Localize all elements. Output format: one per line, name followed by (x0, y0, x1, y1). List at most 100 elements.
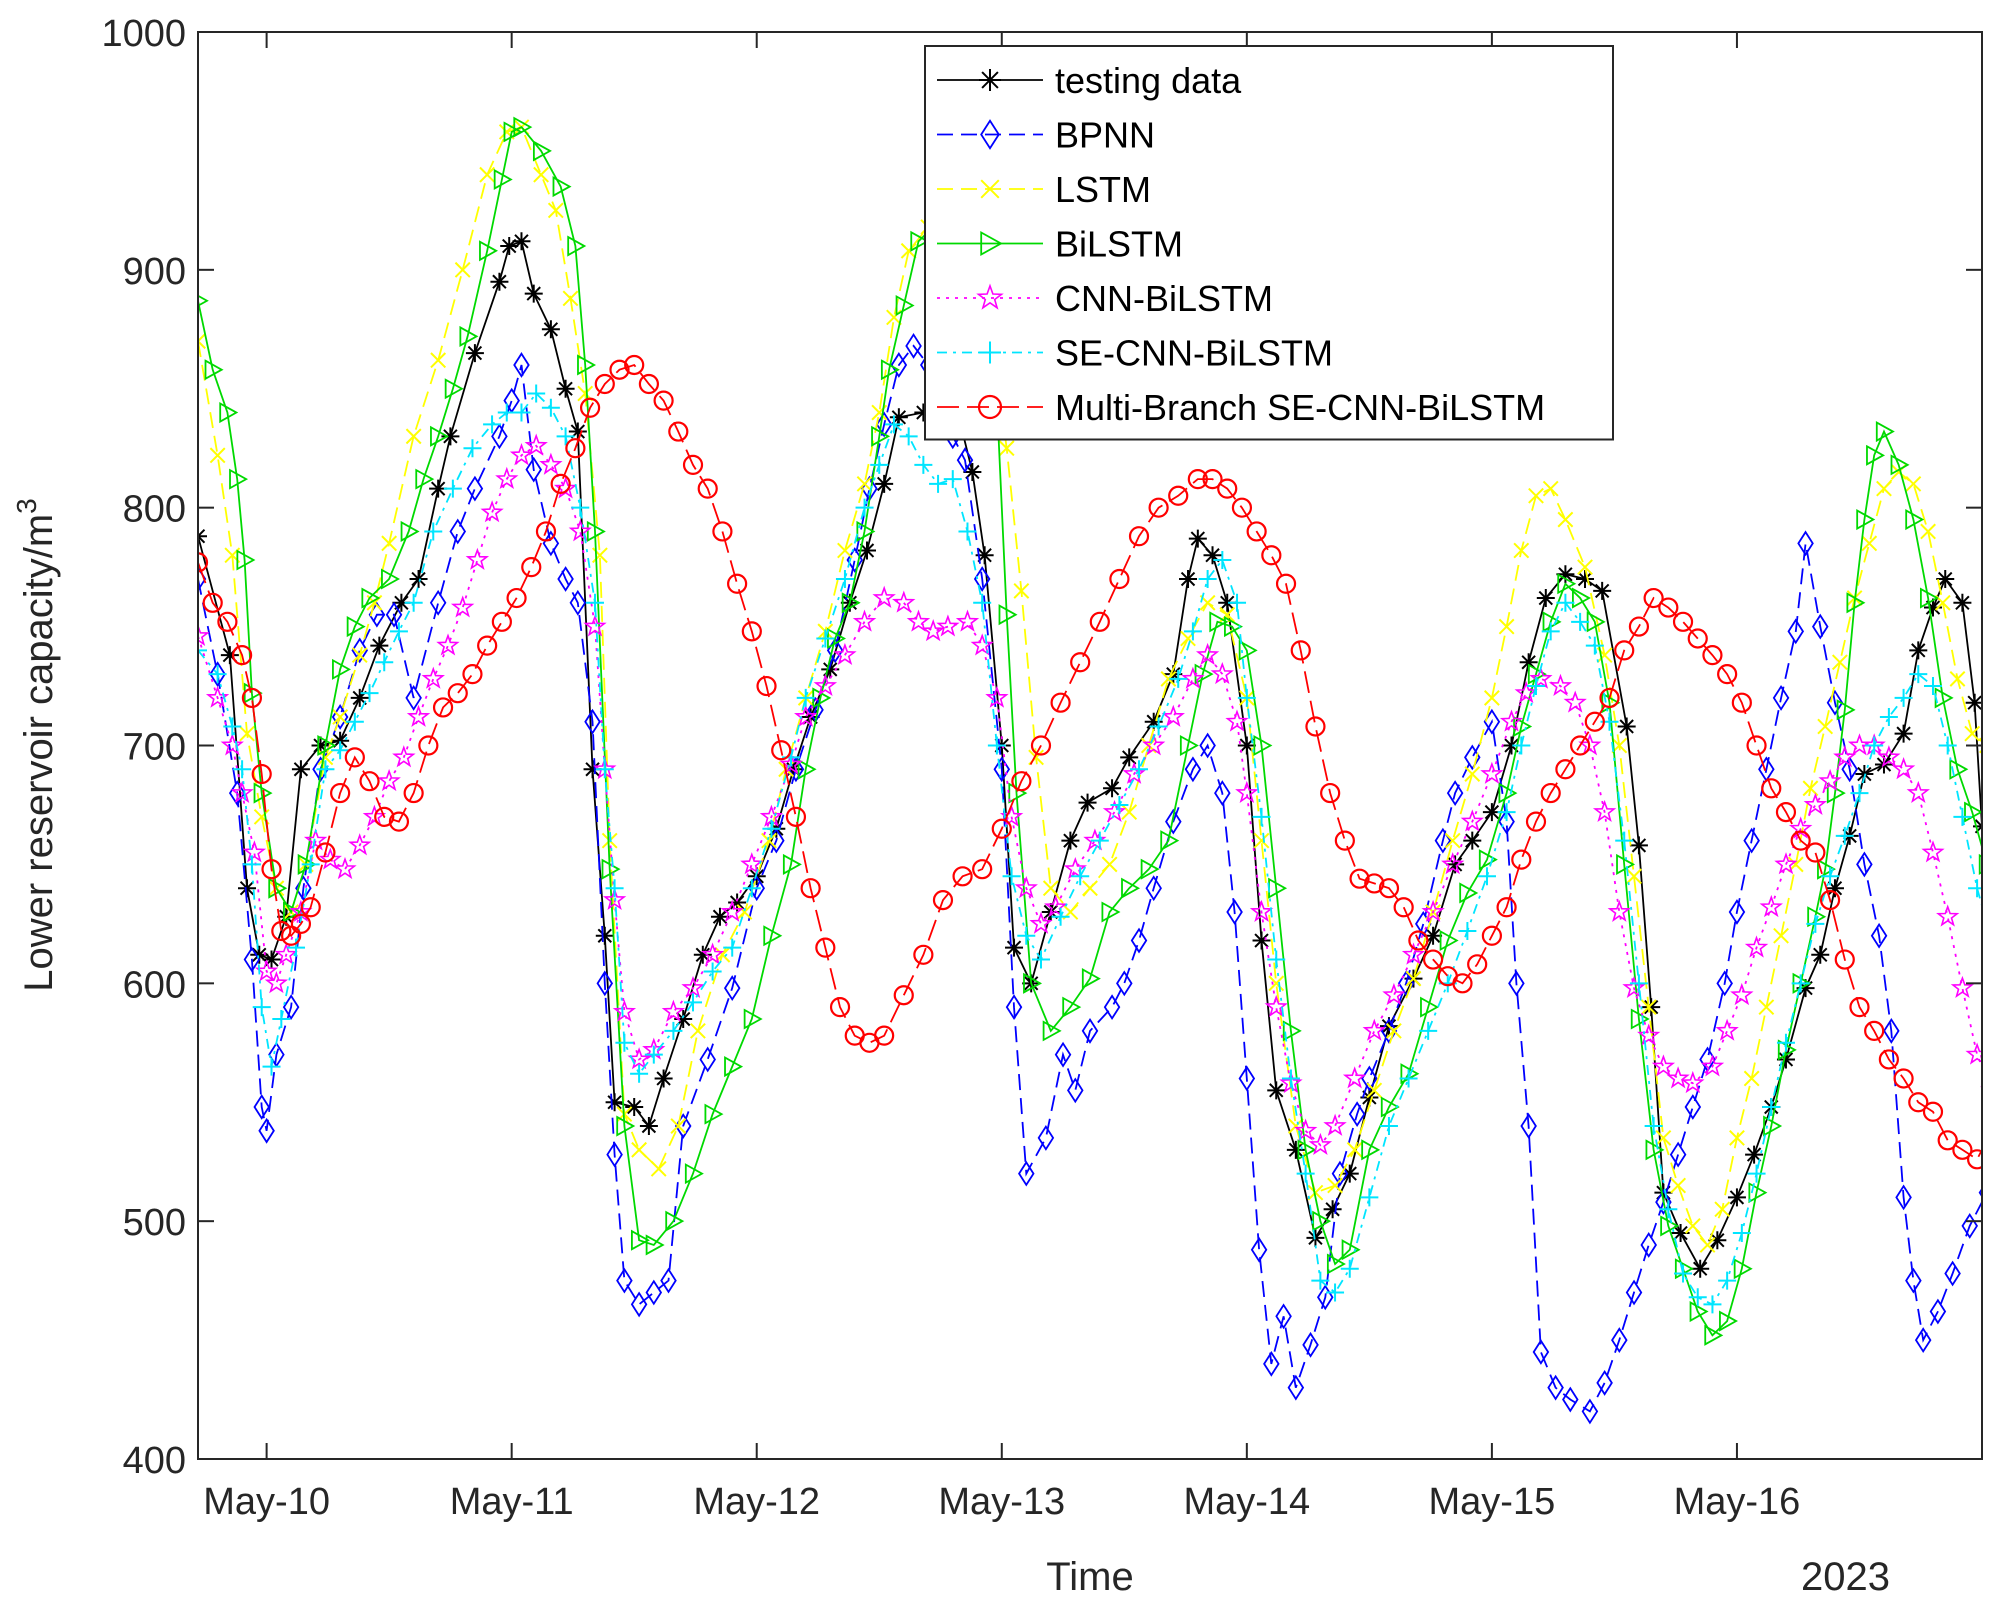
data-point (601, 832, 618, 849)
data-point (1920, 523, 1936, 540)
data-point (513, 352, 530, 378)
data-point (670, 1118, 687, 1134)
data-point (963, 462, 982, 481)
data-point (1340, 1259, 1359, 1278)
data-point (287, 938, 306, 957)
data-point (1791, 974, 1810, 993)
data-point (1061, 831, 1080, 850)
data-point (1364, 873, 1385, 894)
data-point (728, 893, 747, 912)
data-point (1481, 925, 1502, 946)
legend-item: CNN-BiLSTM (937, 278, 1273, 319)
data-point (1121, 877, 1141, 899)
data-point (1715, 1018, 1739, 1041)
data-point (506, 587, 527, 609)
data-point (477, 635, 498, 656)
data-point (253, 1094, 270, 1120)
data-point (1908, 1092, 1929, 1113)
data-point (1281, 1069, 1300, 1088)
data-point (1149, 717, 1168, 736)
data-point (1803, 792, 1828, 815)
data-point (262, 950, 281, 969)
data-point (1834, 949, 1855, 970)
data-point (1050, 692, 1071, 713)
data-point (833, 642, 857, 666)
data-point (1081, 1017, 1099, 1044)
data-point (1819, 889, 1841, 911)
data-point (1577, 559, 1593, 576)
data-point (1399, 1069, 1418, 1088)
data-point (1382, 982, 1406, 1006)
data-point (316, 760, 335, 779)
data-point (1420, 996, 1440, 1018)
data-point (1161, 704, 1185, 727)
data-point (630, 1291, 648, 1318)
data-point (612, 999, 637, 1022)
data-point (872, 585, 896, 609)
data-point (710, 907, 729, 926)
data-point (972, 859, 993, 880)
data-point (892, 590, 916, 613)
data-point (1655, 1189, 1672, 1216)
data-point (650, 1160, 667, 1177)
data-point (987, 736, 1006, 755)
data-point (1340, 1164, 1359, 1183)
data-point (1654, 1183, 1673, 1202)
data-point (1231, 497, 1253, 518)
data-point (681, 975, 705, 999)
data-point (483, 415, 502, 434)
data-point (459, 325, 479, 347)
data-point (1320, 782, 1341, 804)
data-point (1548, 673, 1573, 697)
data-point (462, 664, 483, 685)
data-point (264, 971, 289, 994)
data-point (261, 859, 282, 880)
data-point (1246, 521, 1267, 542)
data-point (1775, 801, 1797, 823)
data-point (480, 500, 504, 523)
data-point (1944, 1260, 1961, 1287)
data-point (1102, 799, 1127, 823)
data-point (1773, 927, 1789, 944)
data-point (661, 999, 686, 1022)
data-point (562, 290, 579, 307)
data-point (1267, 1081, 1286, 1100)
data-point (550, 473, 571, 494)
data-point (742, 879, 761, 898)
data-point (1042, 880, 1059, 897)
data-point (541, 320, 560, 339)
data-point (1199, 732, 1216, 759)
data-point (1467, 954, 1488, 975)
data-point (1909, 641, 1928, 660)
data-point (521, 557, 542, 578)
data-point (568, 422, 587, 441)
data-point (1042, 1020, 1062, 1042)
data-point (712, 521, 733, 542)
data-point (1253, 734, 1273, 757)
data-point (1349, 868, 1370, 889)
data-point (1965, 1042, 1982, 1065)
data-point (871, 425, 891, 447)
data-point (723, 975, 741, 1002)
data-point (1253, 832, 1270, 849)
data-point (782, 853, 802, 875)
data-point (1513, 715, 1533, 738)
data-point (699, 1046, 716, 1073)
data-point (1312, 1210, 1332, 1232)
data-point (1905, 1267, 1922, 1294)
data-point (351, 637, 369, 664)
legend-item: BPNN (937, 115, 1155, 156)
data-point (1846, 592, 1866, 614)
data-point (1964, 801, 1982, 823)
data-point (465, 344, 484, 363)
data-point (1202, 469, 1223, 490)
data-point (524, 284, 543, 303)
data-point (1614, 640, 1635, 661)
data-point (585, 593, 604, 612)
data-point (295, 875, 312, 902)
data-point (1572, 587, 1591, 609)
data-point (1478, 849, 1498, 871)
data-point (1730, 982, 1754, 1006)
data-point (936, 614, 960, 637)
data-point (557, 566, 574, 592)
